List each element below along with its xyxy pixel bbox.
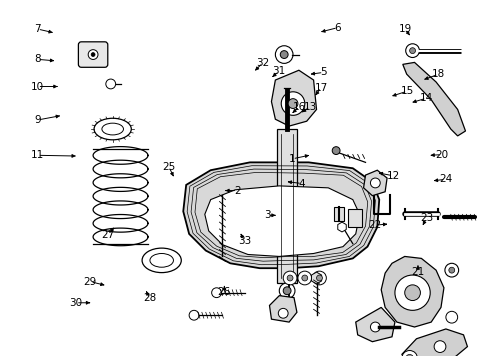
Text: 30: 30 [69, 298, 82, 308]
Text: 7: 7 [34, 24, 41, 34]
Text: 21: 21 [410, 267, 424, 278]
Text: 10: 10 [31, 81, 44, 91]
Polygon shape [363, 170, 386, 196]
Text: 1: 1 [288, 154, 295, 164]
Text: 14: 14 [419, 93, 432, 103]
Circle shape [283, 287, 290, 294]
Text: 2: 2 [234, 186, 240, 195]
Circle shape [189, 310, 199, 320]
Circle shape [370, 178, 380, 188]
Text: 23: 23 [419, 213, 432, 223]
Circle shape [279, 283, 294, 298]
Text: 6: 6 [334, 23, 341, 33]
Circle shape [404, 285, 420, 301]
Ellipse shape [150, 253, 173, 267]
Circle shape [91, 53, 95, 57]
Text: 4: 4 [298, 179, 305, 189]
Ellipse shape [94, 118, 131, 140]
Text: 11: 11 [31, 150, 44, 160]
Text: 13: 13 [303, 102, 316, 112]
Circle shape [301, 275, 307, 281]
Polygon shape [271, 70, 316, 126]
Circle shape [444, 263, 458, 277]
Circle shape [286, 275, 292, 281]
Polygon shape [381, 256, 443, 327]
Text: 8: 8 [34, 54, 41, 64]
Circle shape [409, 48, 415, 54]
Circle shape [312, 271, 325, 285]
FancyBboxPatch shape [277, 129, 296, 283]
Polygon shape [355, 307, 394, 342]
Polygon shape [402, 62, 465, 136]
Text: 25: 25 [162, 162, 175, 172]
Circle shape [281, 92, 304, 115]
Text: 29: 29 [83, 276, 97, 287]
Text: 12: 12 [386, 171, 399, 181]
Text: 3: 3 [264, 210, 270, 220]
Text: 24: 24 [438, 174, 451, 184]
Text: 26: 26 [217, 287, 230, 297]
Circle shape [433, 341, 445, 352]
FancyBboxPatch shape [78, 42, 107, 67]
Text: 32: 32 [256, 58, 269, 68]
Circle shape [211, 288, 221, 298]
Text: 18: 18 [431, 69, 444, 79]
Circle shape [88, 50, 98, 59]
Text: 9: 9 [34, 115, 41, 125]
Circle shape [445, 311, 457, 323]
FancyBboxPatch shape [347, 210, 361, 227]
Circle shape [275, 46, 292, 63]
Circle shape [297, 271, 311, 285]
Polygon shape [401, 329, 467, 360]
Circle shape [287, 99, 297, 108]
Circle shape [370, 322, 380, 332]
Text: 27: 27 [101, 230, 114, 240]
Circle shape [316, 275, 322, 281]
Text: 16: 16 [292, 102, 305, 112]
Text: 19: 19 [398, 24, 411, 34]
Circle shape [448, 267, 454, 273]
Circle shape [278, 309, 287, 318]
FancyBboxPatch shape [333, 207, 343, 221]
Text: 15: 15 [400, 86, 413, 96]
Circle shape [405, 355, 413, 360]
Circle shape [105, 79, 115, 89]
Text: 31: 31 [272, 66, 285, 76]
Text: 22: 22 [367, 220, 381, 230]
Text: 33: 33 [237, 236, 251, 246]
Circle shape [405, 44, 419, 58]
Text: 20: 20 [434, 150, 447, 159]
Polygon shape [183, 162, 379, 268]
Polygon shape [269, 296, 296, 322]
Text: 28: 28 [142, 293, 156, 303]
Circle shape [394, 275, 429, 310]
Ellipse shape [142, 248, 181, 273]
Circle shape [283, 271, 296, 285]
Text: 5: 5 [320, 67, 326, 77]
Circle shape [401, 351, 417, 360]
Text: 17: 17 [314, 82, 327, 93]
Polygon shape [204, 186, 359, 256]
Circle shape [331, 147, 339, 154]
Circle shape [280, 51, 287, 58]
Ellipse shape [102, 123, 123, 135]
